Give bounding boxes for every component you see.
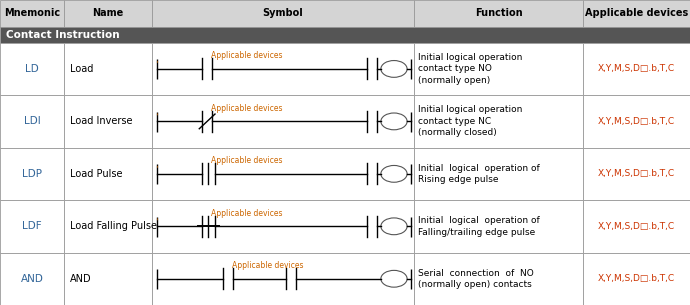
Text: Initial  logical  operation of
Rising edge pulse: Initial logical operation of Rising edge…	[418, 163, 540, 184]
Bar	[0, 253, 64, 305]
Bar	[414, 200, 583, 253]
Bar	[414, 253, 583, 305]
Bar	[152, 148, 414, 200]
Bar	[64, 200, 152, 253]
Text: Applicable devices: Applicable devices	[585, 9, 688, 18]
Text: Symbol: Symbol	[262, 9, 304, 18]
Text: Load Falling Pulse: Load Falling Pulse	[70, 221, 157, 231]
Text: X,Y,M,S,D□.b,T,C: X,Y,M,S,D□.b,T,C	[598, 169, 675, 178]
Bar	[583, 43, 690, 95]
Text: Load Inverse: Load Inverse	[70, 117, 132, 126]
Text: Applicable devices: Applicable devices	[211, 104, 283, 113]
Bar	[152, 200, 414, 253]
Text: X,Y,M,S,D□.b,T,C: X,Y,M,S,D□.b,T,C	[598, 117, 675, 126]
Bar	[0, 95, 64, 148]
Bar	[152, 0, 414, 27]
Bar	[414, 148, 583, 200]
Bar	[0, 200, 64, 253]
Bar	[583, 200, 690, 253]
Text: LDP: LDP	[22, 169, 42, 179]
Text: LDI: LDI	[23, 117, 41, 126]
Text: Contact Instruction: Contact Instruction	[6, 30, 119, 40]
Bar	[0, 27, 690, 43]
Bar	[152, 253, 414, 305]
Text: Initial  logical  operation of
Falling/trailing edge pulse: Initial logical operation of Falling/tra…	[418, 216, 540, 237]
Bar	[414, 0, 583, 27]
Text: X,Y,M,S,D□.b,T,C: X,Y,M,S,D□.b,T,C	[598, 274, 675, 283]
Bar	[583, 95, 690, 148]
Bar	[0, 0, 64, 27]
Bar	[64, 148, 152, 200]
Text: X,Y,M,S,D□.b,T,C: X,Y,M,S,D□.b,T,C	[598, 64, 675, 74]
Bar	[414, 43, 583, 95]
Text: Serial  connection  of  NO
(normally open) contacts: Serial connection of NO (normally open) …	[418, 268, 534, 289]
Bar	[583, 0, 690, 27]
Text: Load Pulse: Load Pulse	[70, 169, 122, 179]
Text: Load: Load	[70, 64, 93, 74]
Bar	[0, 148, 64, 200]
Text: AND: AND	[70, 274, 91, 284]
Text: Initial logical operation
contact type NC
(normally closed): Initial logical operation contact type N…	[418, 106, 522, 137]
Text: X,Y,M,S,D□.b,T,C: X,Y,M,S,D□.b,T,C	[598, 222, 675, 231]
Bar	[152, 43, 414, 95]
Text: Applicable devices: Applicable devices	[232, 261, 303, 270]
Text: LDF: LDF	[22, 221, 42, 231]
Bar	[64, 95, 152, 148]
Bar	[583, 148, 690, 200]
Text: Mnemonic: Mnemonic	[4, 9, 60, 18]
Bar	[64, 253, 152, 305]
Text: Initial logical operation
contact type NO
(normally open): Initial logical operation contact type N…	[418, 53, 522, 85]
Text: Applicable devices: Applicable devices	[211, 156, 283, 165]
Text: Function: Function	[475, 9, 522, 18]
Text: Name: Name	[92, 9, 124, 18]
Text: Applicable devices: Applicable devices	[211, 209, 283, 218]
Bar	[152, 95, 414, 148]
Bar	[414, 95, 583, 148]
Text: LD: LD	[26, 64, 39, 74]
Bar	[64, 43, 152, 95]
Bar	[0, 43, 64, 95]
Bar	[583, 253, 690, 305]
Text: Applicable devices: Applicable devices	[211, 51, 283, 60]
Bar	[64, 0, 152, 27]
Text: AND: AND	[21, 274, 43, 284]
